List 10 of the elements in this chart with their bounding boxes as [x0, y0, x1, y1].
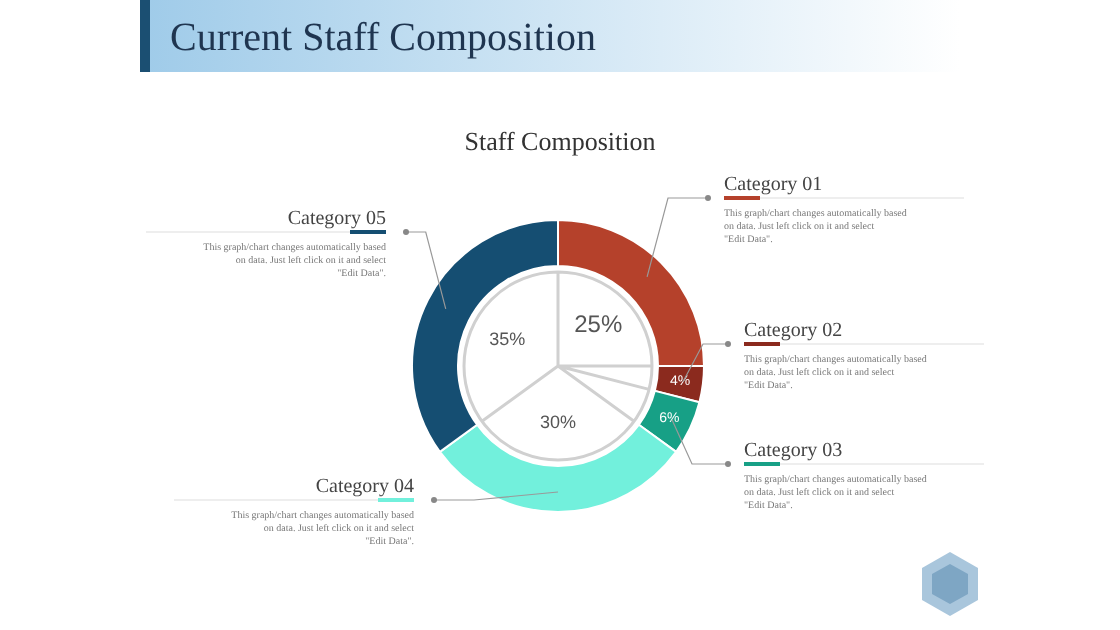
chart-subtitle: Staff Composition — [464, 126, 657, 156]
chart-title: Current Staff Composition — [170, 16, 596, 60]
slice-label: Category 03 — [744, 440, 843, 462]
data-label: 25% — [574, 310, 623, 339]
slice-label: Category 02 — [744, 320, 843, 342]
data-label: 30% — [539, 411, 577, 432]
data-label: 35% — [489, 328, 526, 349]
slice-label: Category 04 — [315, 476, 414, 498]
slice-label: Category 01 — [724, 174, 823, 196]
slice-label: Category 05 — [287, 208, 386, 230]
